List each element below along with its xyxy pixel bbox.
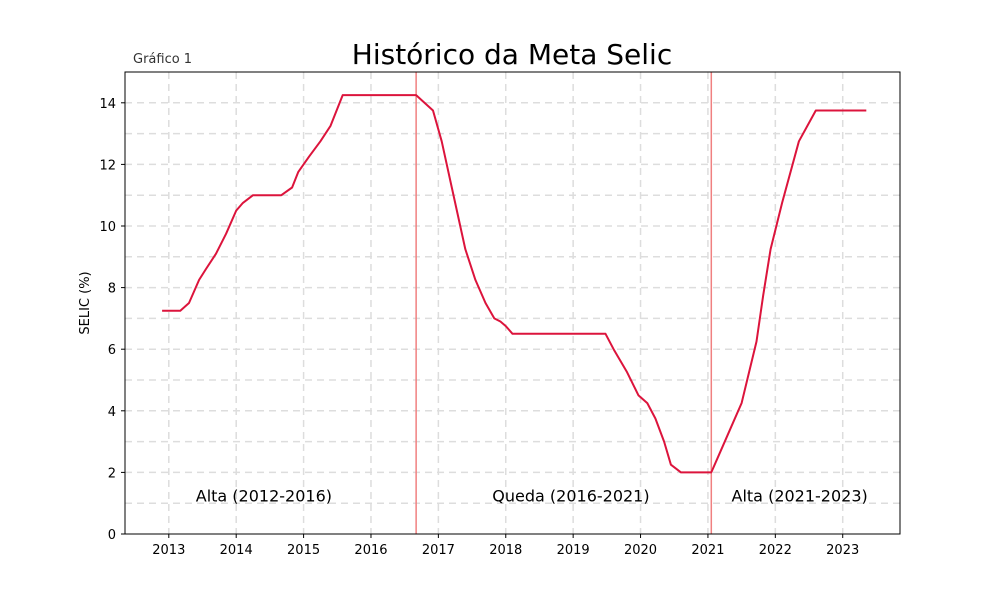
series-group (162, 94, 867, 474)
y-tick-label: 10 (99, 220, 116, 235)
y-tick-label: 0 (108, 528, 116, 543)
chart-label: Gráfico 1 (133, 52, 192, 67)
annotations: Alta (2012-2016) Queda (2016-2021) Alta (2… (196, 487, 868, 506)
x-tick-label: 2018 (489, 543, 522, 558)
x-axis: 2013 2014 2015 2016 2017 2018 2019 2020 2021 2022… (152, 534, 859, 558)
y-tick-label: 4 (108, 405, 116, 420)
x-tick-label: 2023 (826, 543, 859, 558)
phase-annotation: Alta (2021-2023) (732, 487, 868, 506)
y-tick-label: 2 (108, 466, 116, 481)
x-tick-label: 2019 (557, 543, 590, 558)
y-tick-label: 14 (99, 97, 116, 112)
x-tick-label: 2013 (152, 543, 185, 558)
x-tick-label: 2017 (422, 543, 455, 558)
x-tick-label: 2021 (691, 543, 724, 558)
plot-frame (124, 71, 901, 535)
phase-annotation: Queda (2016-2021) (492, 487, 649, 506)
y-tick-label: 6 (108, 343, 116, 358)
y-axis-label: SELIC (%) (78, 271, 93, 334)
chart-title: Histórico da Meta Selic (352, 38, 672, 71)
y-tick-label: 12 (99, 158, 116, 173)
x-tick-label: 2016 (354, 543, 387, 558)
grid (125, 72, 900, 534)
x-tick-label: 2020 (624, 543, 657, 558)
x-tick-label: 2014 (220, 543, 253, 558)
y-tick-label: 8 (108, 282, 116, 297)
x-tick-label: 2015 (287, 543, 320, 558)
phase-annotation: Alta (2012-2016) (196, 487, 332, 506)
x-tick-label: 2022 (759, 543, 792, 558)
y-axis: 0 2 4 6 8 10 12 14 (99, 97, 125, 543)
vertical-markers (415, 72, 713, 534)
selic-series-line (162, 94, 867, 474)
